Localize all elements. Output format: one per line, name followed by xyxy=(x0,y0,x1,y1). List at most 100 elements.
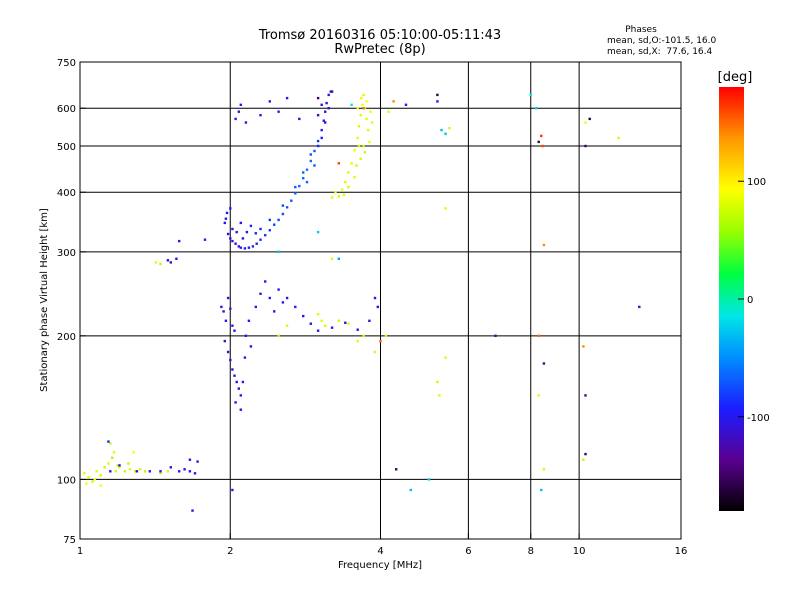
data-point xyxy=(233,374,236,377)
y-tick-label: 600 xyxy=(57,104,76,115)
data-point xyxy=(116,464,119,467)
data-point xyxy=(234,242,237,245)
data-point xyxy=(638,305,641,309)
colorbar-ticks: 100 0 -100 xyxy=(738,177,770,424)
data-point xyxy=(353,176,356,179)
data-point xyxy=(384,334,388,337)
data-point xyxy=(325,101,328,105)
data-point xyxy=(178,239,181,243)
data-point xyxy=(169,466,172,469)
data-point xyxy=(277,250,280,253)
data-point xyxy=(365,100,368,103)
phase-info-heading: Phases xyxy=(625,25,657,35)
data-point xyxy=(537,140,540,144)
data-point xyxy=(285,206,289,209)
y-tick-label: 500 xyxy=(57,142,76,153)
data-point xyxy=(220,305,223,309)
data-point xyxy=(350,162,353,165)
data-point xyxy=(223,339,226,343)
data-point xyxy=(436,93,439,97)
data-point xyxy=(229,358,232,362)
data-point xyxy=(357,125,361,128)
data-point xyxy=(237,387,240,390)
data-point xyxy=(337,195,340,198)
data-point xyxy=(118,466,121,469)
data-point xyxy=(188,470,192,473)
x-tick-label: 1 xyxy=(77,546,83,557)
data-point xyxy=(309,322,312,325)
data-point xyxy=(582,458,585,461)
data-point xyxy=(309,153,312,156)
data-point xyxy=(440,128,443,132)
data-point xyxy=(226,350,230,354)
data-point xyxy=(362,144,365,148)
data-point xyxy=(542,243,546,247)
data-point xyxy=(268,229,271,232)
data-points xyxy=(83,90,641,512)
data-point xyxy=(273,310,276,313)
data-point xyxy=(154,261,158,264)
data-point xyxy=(294,305,297,309)
data-point xyxy=(334,191,337,194)
data-point xyxy=(337,319,340,322)
data-point xyxy=(169,261,172,264)
data-point xyxy=(330,196,334,199)
data-point xyxy=(371,121,374,124)
data-point xyxy=(277,334,280,337)
data-point xyxy=(178,470,181,473)
data-point xyxy=(316,139,320,143)
data-point xyxy=(362,107,365,110)
data-point xyxy=(268,218,271,222)
data-point xyxy=(255,242,258,245)
data-point xyxy=(159,472,162,475)
data-point xyxy=(330,257,334,260)
data-point xyxy=(249,224,253,228)
x-ticks: 1 2 4 6 8 10 16 xyxy=(77,533,687,557)
data-point xyxy=(302,171,305,174)
data-point xyxy=(231,324,234,327)
colorbar-label: [deg] xyxy=(718,70,753,85)
data-point xyxy=(392,100,395,103)
data-point xyxy=(277,288,280,291)
data-point xyxy=(85,482,88,485)
data-point xyxy=(229,207,232,210)
data-point xyxy=(337,257,340,260)
data-point xyxy=(541,144,544,148)
data-point xyxy=(233,329,236,332)
y-tick-label: 750 xyxy=(57,58,76,69)
y-tick-label: 100 xyxy=(57,475,76,486)
data-point xyxy=(330,90,334,93)
data-point xyxy=(87,476,90,479)
data-point xyxy=(327,93,330,97)
data-point xyxy=(237,110,240,113)
data-point xyxy=(436,100,439,103)
data-point xyxy=(259,238,262,241)
x-tick-label: 2 xyxy=(227,546,233,557)
data-point xyxy=(302,314,305,318)
data-point xyxy=(588,117,591,121)
data-point xyxy=(239,394,242,397)
data-point xyxy=(584,394,587,397)
data-point xyxy=(357,144,361,148)
data-point xyxy=(225,211,229,215)
data-point xyxy=(234,401,237,404)
data-point xyxy=(159,470,162,473)
data-point xyxy=(365,117,368,121)
data-point xyxy=(427,478,431,481)
data-point xyxy=(360,96,363,100)
data-point xyxy=(379,339,382,343)
data-point xyxy=(203,238,207,241)
data-point xyxy=(444,356,447,359)
y-tick-label: 200 xyxy=(57,332,76,343)
data-point xyxy=(281,212,285,216)
data-point xyxy=(237,245,240,248)
data-point xyxy=(166,470,170,473)
data-point xyxy=(235,230,238,234)
data-point xyxy=(444,132,447,136)
data-point xyxy=(438,394,441,397)
gridlines xyxy=(80,62,681,539)
data-point xyxy=(285,324,289,327)
data-point xyxy=(347,322,350,325)
data-point xyxy=(316,329,320,332)
data-point xyxy=(529,93,532,97)
